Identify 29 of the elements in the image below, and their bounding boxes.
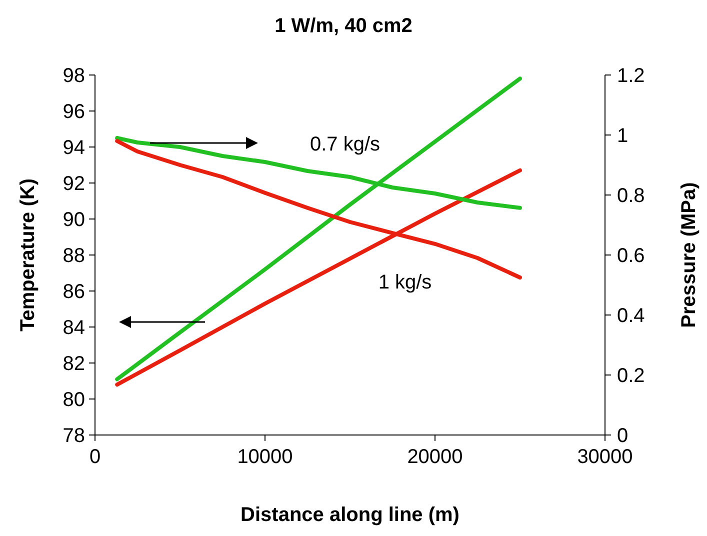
x-tick-label: 0: [89, 446, 101, 468]
y-tick-label: 92: [62, 173, 85, 195]
annotation: 0.7 kg/s: [310, 133, 380, 156]
y2-tick-label: 0.2: [617, 365, 645, 387]
x-tick-label: 20000: [407, 446, 463, 468]
y-axis-title: Temperature (K): [17, 178, 39, 332]
y-tick-label: 86: [62, 281, 85, 303]
y2-tick-label: 0: [617, 425, 628, 447]
y-tick-label: 78: [62, 425, 85, 447]
y2-tick-label: 1.2: [617, 65, 645, 87]
chart-title: 1 W/m, 40 cm2: [274, 15, 412, 37]
line-series: [115, 76, 522, 382]
y-tick-label: 94: [62, 137, 85, 159]
y-tick-label: 88: [62, 245, 85, 267]
y2-tick-label: 1: [617, 125, 628, 147]
y-tick-label: 98: [62, 65, 85, 87]
y2-tick-label: 0.4: [617, 305, 645, 327]
y-tick-label: 96: [62, 101, 85, 123]
x-tick-label: 30000: [577, 446, 633, 468]
y-tick-label: 80: [62, 389, 85, 411]
x-tick-label: 10000: [237, 446, 293, 468]
y2-axis-title: Pressure (MPa): [678, 182, 700, 328]
y-tick-label: 84: [62, 317, 85, 339]
x-axis-title: Distance along line (m): [240, 504, 460, 526]
annotation: 1 kg/s: [378, 271, 432, 294]
y-tick-label: 90: [62, 209, 85, 231]
y-tick-label: 82: [62, 353, 85, 375]
y2-tick-label: 0.8: [617, 185, 645, 207]
y2-tick-label: 0.6: [617, 245, 645, 267]
